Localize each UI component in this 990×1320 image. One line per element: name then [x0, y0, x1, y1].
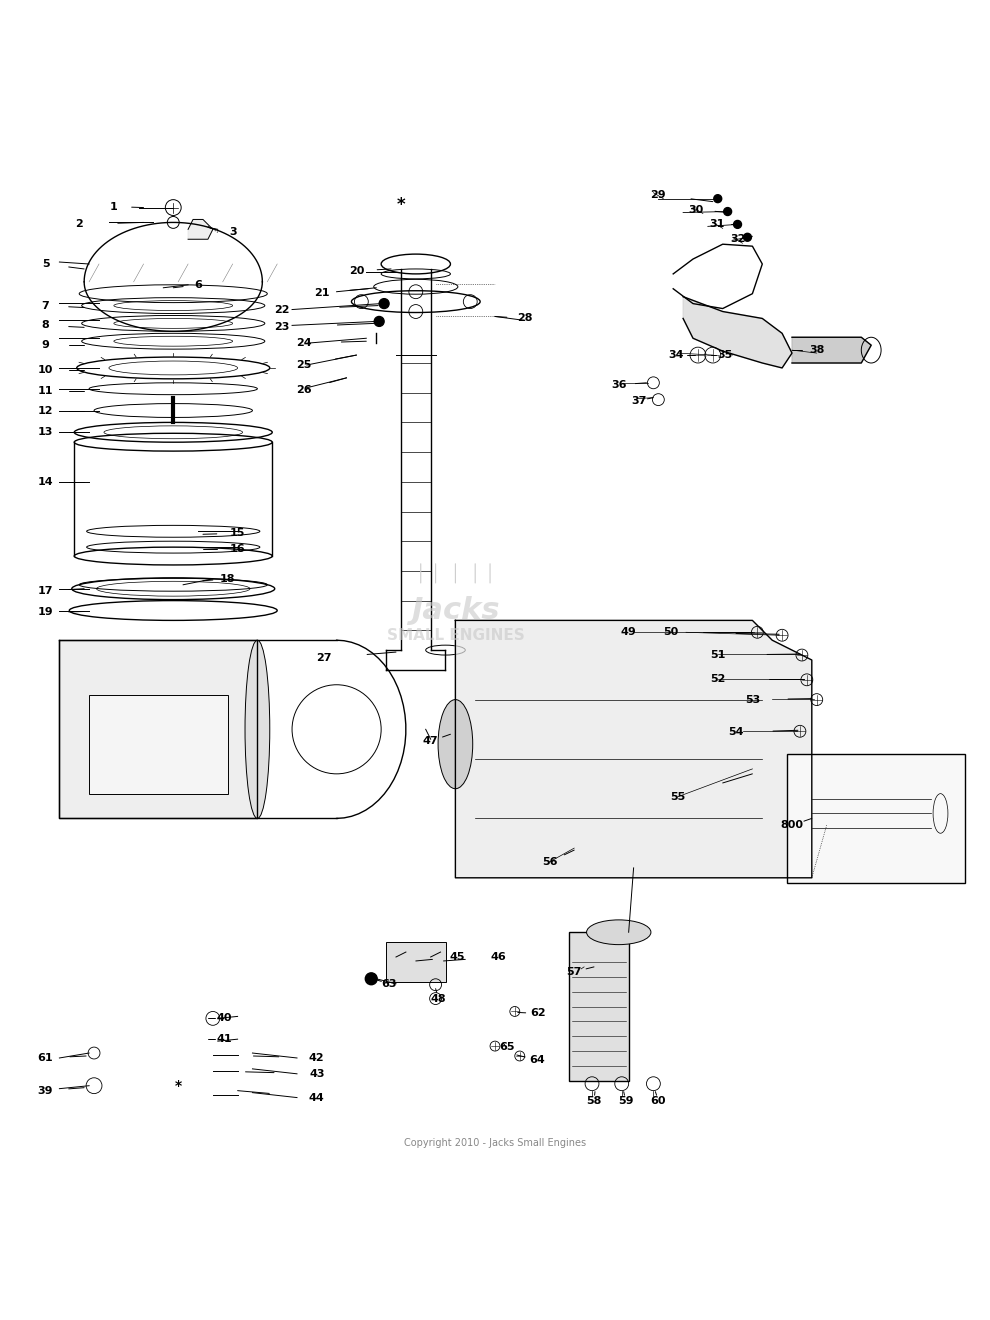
Text: 14: 14 [38, 477, 53, 487]
Circle shape [724, 207, 732, 215]
Text: 10: 10 [38, 364, 53, 375]
Text: 65: 65 [499, 1041, 515, 1052]
Ellipse shape [439, 700, 473, 789]
Text: 27: 27 [316, 653, 332, 663]
Text: 15: 15 [230, 528, 246, 539]
Text: *: * [397, 195, 405, 214]
Text: Copyright 2010 - Jacks Small Engines: Copyright 2010 - Jacks Small Engines [404, 1138, 586, 1148]
Ellipse shape [246, 640, 269, 818]
Polygon shape [683, 297, 792, 368]
Text: 3: 3 [229, 227, 237, 238]
Ellipse shape [586, 920, 651, 945]
Bar [89, 694, 228, 793]
Circle shape [379, 298, 389, 309]
Text: 16: 16 [230, 544, 246, 554]
Circle shape [365, 973, 377, 985]
Text: 37: 37 [631, 396, 646, 405]
Text: 21: 21 [314, 288, 330, 298]
Text: 49: 49 [621, 627, 637, 638]
Text: 38: 38 [809, 345, 825, 355]
Text: 58: 58 [586, 1096, 602, 1106]
Text: 9: 9 [42, 341, 50, 350]
Text: 56: 56 [542, 857, 557, 867]
Text: 30: 30 [688, 205, 704, 215]
Text: 7: 7 [42, 301, 50, 310]
Text: 57: 57 [566, 966, 582, 977]
Text: 17: 17 [38, 586, 53, 595]
Circle shape [374, 317, 384, 326]
Text: 34: 34 [668, 350, 684, 360]
Text: 31: 31 [709, 219, 725, 230]
Text: 23: 23 [274, 322, 290, 333]
Text: 6: 6 [194, 280, 202, 290]
Circle shape [743, 234, 751, 242]
Text: 41: 41 [217, 1034, 233, 1044]
Text: 51: 51 [710, 649, 726, 660]
Bar [569, 932, 629, 1081]
Text: SMALL ENGINES: SMALL ENGINES [386, 628, 525, 643]
Text: 44: 44 [309, 1093, 325, 1102]
Text: 24: 24 [296, 338, 312, 348]
Text: 800: 800 [780, 820, 804, 830]
Text: Jacks: Jacks [411, 597, 500, 624]
Text: 64: 64 [530, 1055, 545, 1065]
Text: 48: 48 [431, 994, 446, 1003]
Text: 43: 43 [309, 1069, 325, 1078]
Text: 8: 8 [42, 321, 50, 330]
Text: 18: 18 [220, 574, 236, 583]
Circle shape [734, 220, 742, 228]
Text: 29: 29 [650, 190, 666, 199]
Text: 35: 35 [717, 350, 733, 360]
FancyBboxPatch shape [787, 754, 965, 883]
Text: 32: 32 [730, 234, 745, 244]
Text: 20: 20 [348, 265, 364, 276]
Text: 46: 46 [490, 952, 506, 962]
Text: *: * [174, 1078, 182, 1093]
Text: 59: 59 [618, 1096, 634, 1106]
Text: 60: 60 [650, 1096, 666, 1106]
Text: 5: 5 [42, 259, 50, 269]
Text: 19: 19 [38, 607, 53, 618]
Polygon shape [188, 219, 213, 239]
Text: 45: 45 [449, 952, 465, 962]
Text: 11: 11 [38, 385, 53, 396]
Text: 22: 22 [274, 305, 290, 314]
Text: 50: 50 [663, 627, 679, 638]
Text: 42: 42 [309, 1053, 325, 1063]
Text: 25: 25 [296, 360, 312, 370]
Polygon shape [455, 620, 812, 878]
Bar [386, 942, 446, 982]
Text: 62: 62 [530, 1008, 545, 1019]
Text: 63: 63 [381, 978, 397, 989]
Text: 55: 55 [670, 792, 686, 801]
Text: 52: 52 [710, 673, 726, 684]
Text: 39: 39 [38, 1085, 53, 1096]
Circle shape [714, 195, 722, 203]
Bar [59, 640, 257, 818]
Text: 61: 61 [38, 1053, 53, 1063]
Text: 2: 2 [75, 219, 83, 230]
Text: 13: 13 [38, 428, 53, 437]
Polygon shape [792, 337, 871, 363]
Text: 1: 1 [110, 202, 118, 211]
Text: 12: 12 [38, 405, 53, 416]
Text: 28: 28 [517, 313, 533, 323]
Text: 47: 47 [423, 737, 439, 746]
Text: 54: 54 [728, 727, 743, 738]
Text: 40: 40 [217, 1014, 233, 1023]
Text: 26: 26 [296, 384, 312, 395]
Text: 36: 36 [611, 380, 627, 389]
Text: 53: 53 [744, 694, 760, 705]
